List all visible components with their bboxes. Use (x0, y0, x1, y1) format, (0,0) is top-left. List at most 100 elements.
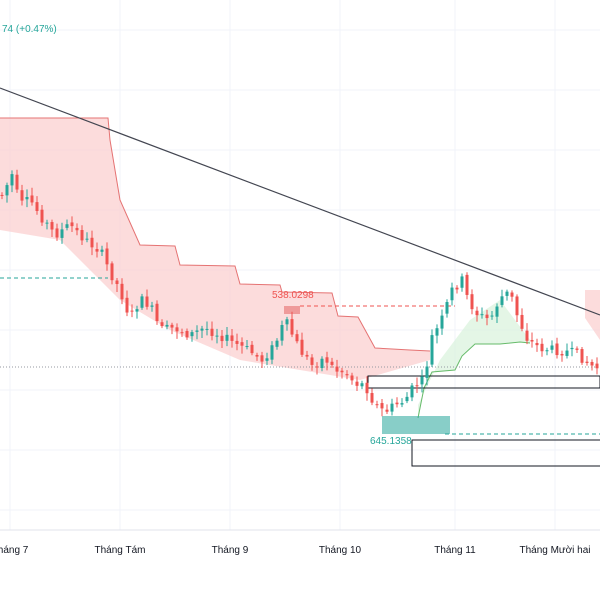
candle (480, 307, 484, 319)
candle (155, 300, 159, 325)
candle (345, 370, 349, 380)
bear-cloud-right (585, 290, 600, 340)
candle (125, 290, 129, 317)
reference-lines (0, 277, 600, 435)
candle (470, 289, 474, 315)
candle (555, 337, 559, 359)
change-readout: 74 (+0.47%) (2, 24, 57, 35)
candle (415, 377, 419, 393)
candle (30, 187, 34, 206)
x-tick-label: Tháng Mười hai (519, 545, 590, 556)
candle (435, 324, 439, 344)
candle (575, 346, 579, 353)
candle (105, 242, 109, 271)
candle (290, 311, 294, 338)
candle (330, 357, 334, 368)
candle (475, 306, 479, 322)
resistance-price-label: 538.0298 (272, 290, 314, 301)
candles (0, 169, 599, 417)
candle (520, 308, 524, 332)
candle (260, 351, 264, 369)
candle (195, 325, 199, 340)
candle (75, 223, 79, 236)
candle (160, 319, 164, 329)
candle (385, 404, 389, 415)
candle (200, 325, 204, 339)
x-tick-label: Tháng 7 (0, 545, 29, 556)
candle (35, 196, 39, 215)
x-tick-label: Tháng 9 (212, 545, 249, 556)
candle (370, 388, 374, 406)
candle (265, 352, 269, 366)
candle (560, 350, 564, 362)
candle (240, 337, 244, 354)
candle (15, 169, 19, 193)
candle (590, 359, 594, 371)
candle (570, 341, 574, 357)
candle (130, 304, 134, 318)
candle (275, 338, 279, 350)
candle (45, 219, 49, 230)
candle (365, 376, 369, 401)
candle (380, 398, 384, 417)
candle (585, 356, 589, 366)
candle (430, 329, 434, 367)
candle (540, 338, 544, 357)
candle (490, 311, 494, 320)
candle (165, 320, 169, 330)
candle (515, 294, 519, 322)
candle (25, 189, 29, 208)
candle (50, 219, 54, 238)
x-tick-label: Tháng 10 (319, 545, 362, 556)
candle (310, 354, 314, 371)
candle (485, 309, 489, 326)
candle (10, 170, 14, 193)
candle (550, 340, 554, 354)
candle (5, 182, 9, 203)
candle (80, 225, 84, 246)
candle (280, 320, 284, 346)
candle (225, 327, 229, 347)
candle (120, 278, 124, 305)
candle (410, 382, 414, 402)
candle (505, 289, 509, 301)
candle (525, 323, 529, 345)
candle (95, 242, 99, 258)
candle (350, 372, 354, 385)
candle (440, 309, 444, 335)
candle (420, 369, 424, 393)
marker-box (284, 306, 300, 314)
candle (305, 350, 309, 360)
candle (340, 367, 344, 379)
candle (250, 340, 254, 356)
candle (300, 332, 304, 357)
candle (405, 392, 409, 404)
candle (455, 285, 459, 294)
supertrend-band (0, 117, 600, 419)
candle (55, 223, 59, 241)
candle (500, 289, 504, 308)
candle (530, 332, 534, 348)
candle (445, 299, 449, 318)
candle (320, 356, 324, 372)
x-axis: Tháng 7 Tháng Tám Tháng 9 Tháng 10 Tháng 11 T… (0, 529, 600, 556)
descending-trendline[interactable] (0, 87, 600, 316)
candle (65, 219, 69, 231)
candle (90, 230, 94, 256)
candle (270, 341, 274, 365)
candle (210, 321, 214, 341)
candle (145, 289, 149, 310)
candle (355, 376, 359, 391)
candle (245, 339, 249, 350)
candle (400, 398, 404, 408)
support-zone (382, 416, 450, 434)
candle (465, 272, 469, 300)
x-tick-label: Tháng 11 (434, 545, 476, 556)
candle (285, 316, 289, 331)
candle (100, 245, 104, 256)
candle (110, 261, 114, 285)
candle (215, 328, 219, 344)
candle (295, 329, 299, 344)
candle (205, 321, 209, 336)
